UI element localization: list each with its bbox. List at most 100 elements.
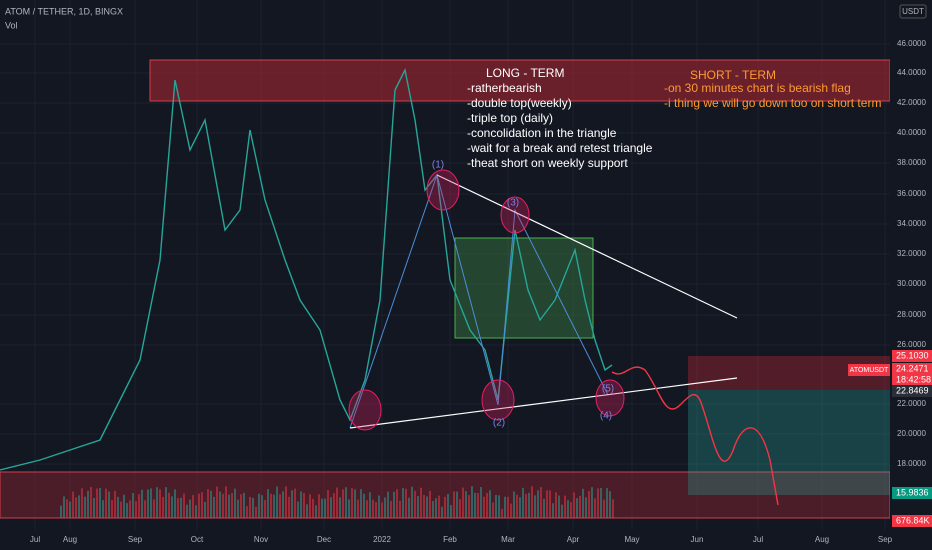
symbol: ATOM / TETHER, 1D, BINGX bbox=[5, 6, 123, 16]
volume-bar bbox=[369, 492, 371, 518]
volume-bar bbox=[189, 499, 191, 518]
volume-bar bbox=[246, 506, 248, 518]
volume-bar bbox=[204, 501, 206, 518]
volume-bar bbox=[534, 495, 536, 518]
price-label: 26.0000 bbox=[897, 340, 926, 349]
volume-bar bbox=[429, 490, 431, 518]
time-labels: Jul Aug Sep Oct Nov Dec 2022 Feb Mar Apr May Jun Jul… bbox=[30, 535, 893, 544]
time-label: Oct bbox=[191, 535, 204, 544]
volume-bar bbox=[306, 504, 308, 518]
volume-bar bbox=[357, 499, 359, 518]
volume-bar bbox=[252, 497, 254, 518]
resistance-zone bbox=[149, 59, 891, 102]
volume-bar bbox=[510, 503, 512, 518]
volume-bar bbox=[171, 496, 173, 518]
volume-bar bbox=[192, 495, 194, 518]
volume-bar bbox=[213, 496, 215, 518]
volume-bar bbox=[390, 500, 392, 518]
volume-bar bbox=[78, 495, 80, 518]
note: -theat short on weekly support bbox=[467, 156, 628, 170]
target-price: 15.9836 bbox=[896, 487, 929, 497]
volume-bar bbox=[342, 489, 344, 518]
volume-bar bbox=[183, 493, 185, 518]
volume-bar bbox=[60, 505, 62, 518]
volume-bar bbox=[216, 486, 218, 518]
countdown: 18:42:58 bbox=[896, 374, 931, 384]
volume-bar bbox=[120, 501, 122, 518]
volume-bar bbox=[105, 488, 107, 518]
volume-bar bbox=[384, 497, 386, 518]
volume-bar bbox=[441, 506, 443, 518]
volume-bar bbox=[531, 486, 533, 518]
volume-bars bbox=[60, 486, 614, 518]
point-label: (1) bbox=[432, 160, 444, 171]
volume-bar bbox=[228, 494, 230, 518]
volume-bar bbox=[579, 495, 581, 518]
volume-bar bbox=[300, 491, 302, 518]
time-label: Aug bbox=[63, 535, 77, 544]
price-label: 40.0000 bbox=[897, 128, 926, 137]
ticker-badge bbox=[848, 364, 890, 376]
target-zone bbox=[688, 390, 890, 495]
volume-bar bbox=[582, 488, 584, 518]
volume-bar bbox=[465, 491, 467, 518]
volume-bar bbox=[477, 492, 479, 518]
volume-bar bbox=[555, 492, 557, 518]
volume-bar bbox=[351, 488, 353, 518]
volume-bar bbox=[468, 495, 470, 518]
volume-bar bbox=[552, 503, 554, 518]
volume-bar bbox=[423, 494, 425, 518]
volume-bar bbox=[234, 488, 236, 518]
volume-bar bbox=[222, 493, 224, 518]
volume-bar bbox=[546, 490, 548, 518]
volume-bar bbox=[447, 493, 449, 518]
stop-badge bbox=[892, 350, 932, 362]
volume-bar bbox=[450, 505, 452, 518]
time-label: Jul bbox=[30, 535, 40, 544]
time-label: Aug bbox=[815, 535, 829, 544]
time-label: Mar bbox=[501, 535, 515, 544]
note: -i thing we will go down too on short te… bbox=[664, 96, 881, 110]
time-label: 2022 bbox=[373, 535, 391, 544]
volume-bar bbox=[186, 504, 188, 518]
volume-bar bbox=[180, 497, 182, 518]
volume-bar bbox=[558, 495, 560, 518]
volume-bar bbox=[525, 493, 527, 518]
volume-bar bbox=[147, 489, 149, 518]
currency[interactable]: USDT bbox=[902, 7, 924, 16]
currency-button[interactable] bbox=[899, 4, 927, 19]
volume-bar bbox=[69, 501, 71, 518]
volume-bar bbox=[501, 508, 503, 518]
volume-bar bbox=[474, 492, 476, 518]
note: -on 30 minutes chart is bearish flag bbox=[664, 81, 851, 95]
flag-box bbox=[454, 237, 594, 339]
circles bbox=[348, 169, 625, 431]
volume-bar bbox=[294, 488, 296, 518]
volume-bar bbox=[303, 493, 305, 518]
volume-bar bbox=[312, 498, 314, 518]
volume-bar bbox=[354, 489, 356, 518]
volume-bar bbox=[489, 490, 491, 518]
volume-bar bbox=[564, 495, 566, 518]
volume-bar bbox=[492, 502, 494, 518]
volume-bar bbox=[414, 490, 416, 518]
volume-bar bbox=[168, 492, 170, 518]
time-label: Nov bbox=[254, 535, 268, 544]
time-label: Feb bbox=[443, 535, 457, 544]
forecast bbox=[611, 366, 779, 506]
price-label: 32.0000 bbox=[897, 249, 926, 258]
volume-bar bbox=[141, 489, 143, 518]
volume-bar bbox=[261, 495, 263, 518]
volume-bar bbox=[315, 505, 317, 518]
note: -ratherbearish bbox=[467, 81, 542, 95]
volume-bar bbox=[111, 500, 113, 518]
volume-bar bbox=[249, 496, 251, 518]
volume-bar bbox=[570, 502, 572, 518]
volume-bar bbox=[81, 488, 83, 518]
last-badge bbox=[892, 363, 932, 386]
volume-bar bbox=[102, 500, 104, 518]
volume-bar bbox=[144, 500, 146, 518]
last-price: 24.2471 bbox=[896, 363, 929, 373]
volume-bar bbox=[96, 488, 98, 518]
volume-bar bbox=[594, 498, 596, 518]
